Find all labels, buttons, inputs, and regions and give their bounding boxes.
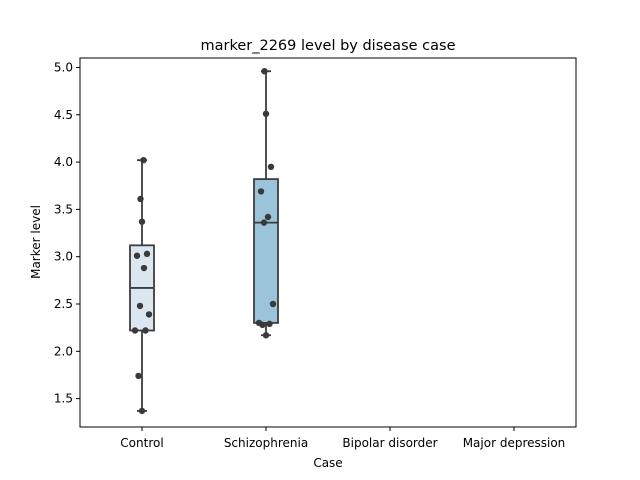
x-tick-label: Major depression bbox=[463, 436, 566, 450]
data-point bbox=[260, 219, 268, 226]
data-point bbox=[136, 302, 144, 310]
x-axis: Control Schizophrenia Bipolar disorder Majo… bbox=[120, 427, 565, 450]
chart-title: marker_2269 level by disease case bbox=[201, 38, 456, 54]
data-point bbox=[138, 218, 146, 225]
data-point bbox=[266, 320, 273, 328]
data-point bbox=[145, 311, 153, 318]
y-axis: 1.5 2.0 2.5 3.0 3.5 4.0 4.5 5.0 bbox=[54, 60, 80, 406]
points-layer bbox=[131, 68, 277, 415]
x-tick-label: Schizophrenia bbox=[224, 436, 308, 450]
y-tick-label: 3.5 bbox=[54, 202, 73, 216]
data-point bbox=[142, 327, 149, 334]
data-point bbox=[262, 332, 270, 339]
boxes-layer bbox=[129, 70, 279, 412]
y-tick-label: 4.5 bbox=[54, 108, 73, 122]
plot-area bbox=[79, 57, 577, 428]
data-point bbox=[262, 110, 270, 118]
x-tick-label: Control bbox=[120, 436, 163, 450]
x-tick-label: Bipolar disorder bbox=[342, 436, 437, 450]
y-tick-label: 1.5 bbox=[54, 392, 73, 406]
y-axis-label: Marker level bbox=[29, 205, 43, 279]
y-tick-label: 3.0 bbox=[54, 250, 73, 264]
data-point bbox=[264, 213, 272, 221]
data-point bbox=[269, 300, 277, 308]
y-tick-label: 5.0 bbox=[54, 60, 73, 74]
x-axis-label: Case bbox=[313, 456, 342, 470]
box-iqr bbox=[253, 178, 279, 324]
data-point bbox=[138, 407, 146, 415]
data-point bbox=[267, 163, 275, 171]
data-point bbox=[255, 319, 263, 327]
data-point bbox=[137, 195, 144, 203]
data-point bbox=[131, 327, 139, 334]
data-point bbox=[257, 188, 265, 195]
data-point bbox=[135, 372, 142, 380]
data-point bbox=[261, 68, 268, 75]
y-tick-label: 2.5 bbox=[54, 297, 73, 311]
data-point bbox=[143, 250, 151, 258]
data-point bbox=[140, 264, 148, 272]
y-tick-label: 4.0 bbox=[54, 155, 73, 169]
y-tick-label: 2.0 bbox=[54, 344, 73, 358]
data-point bbox=[140, 156, 147, 164]
data-point bbox=[133, 252, 141, 259]
